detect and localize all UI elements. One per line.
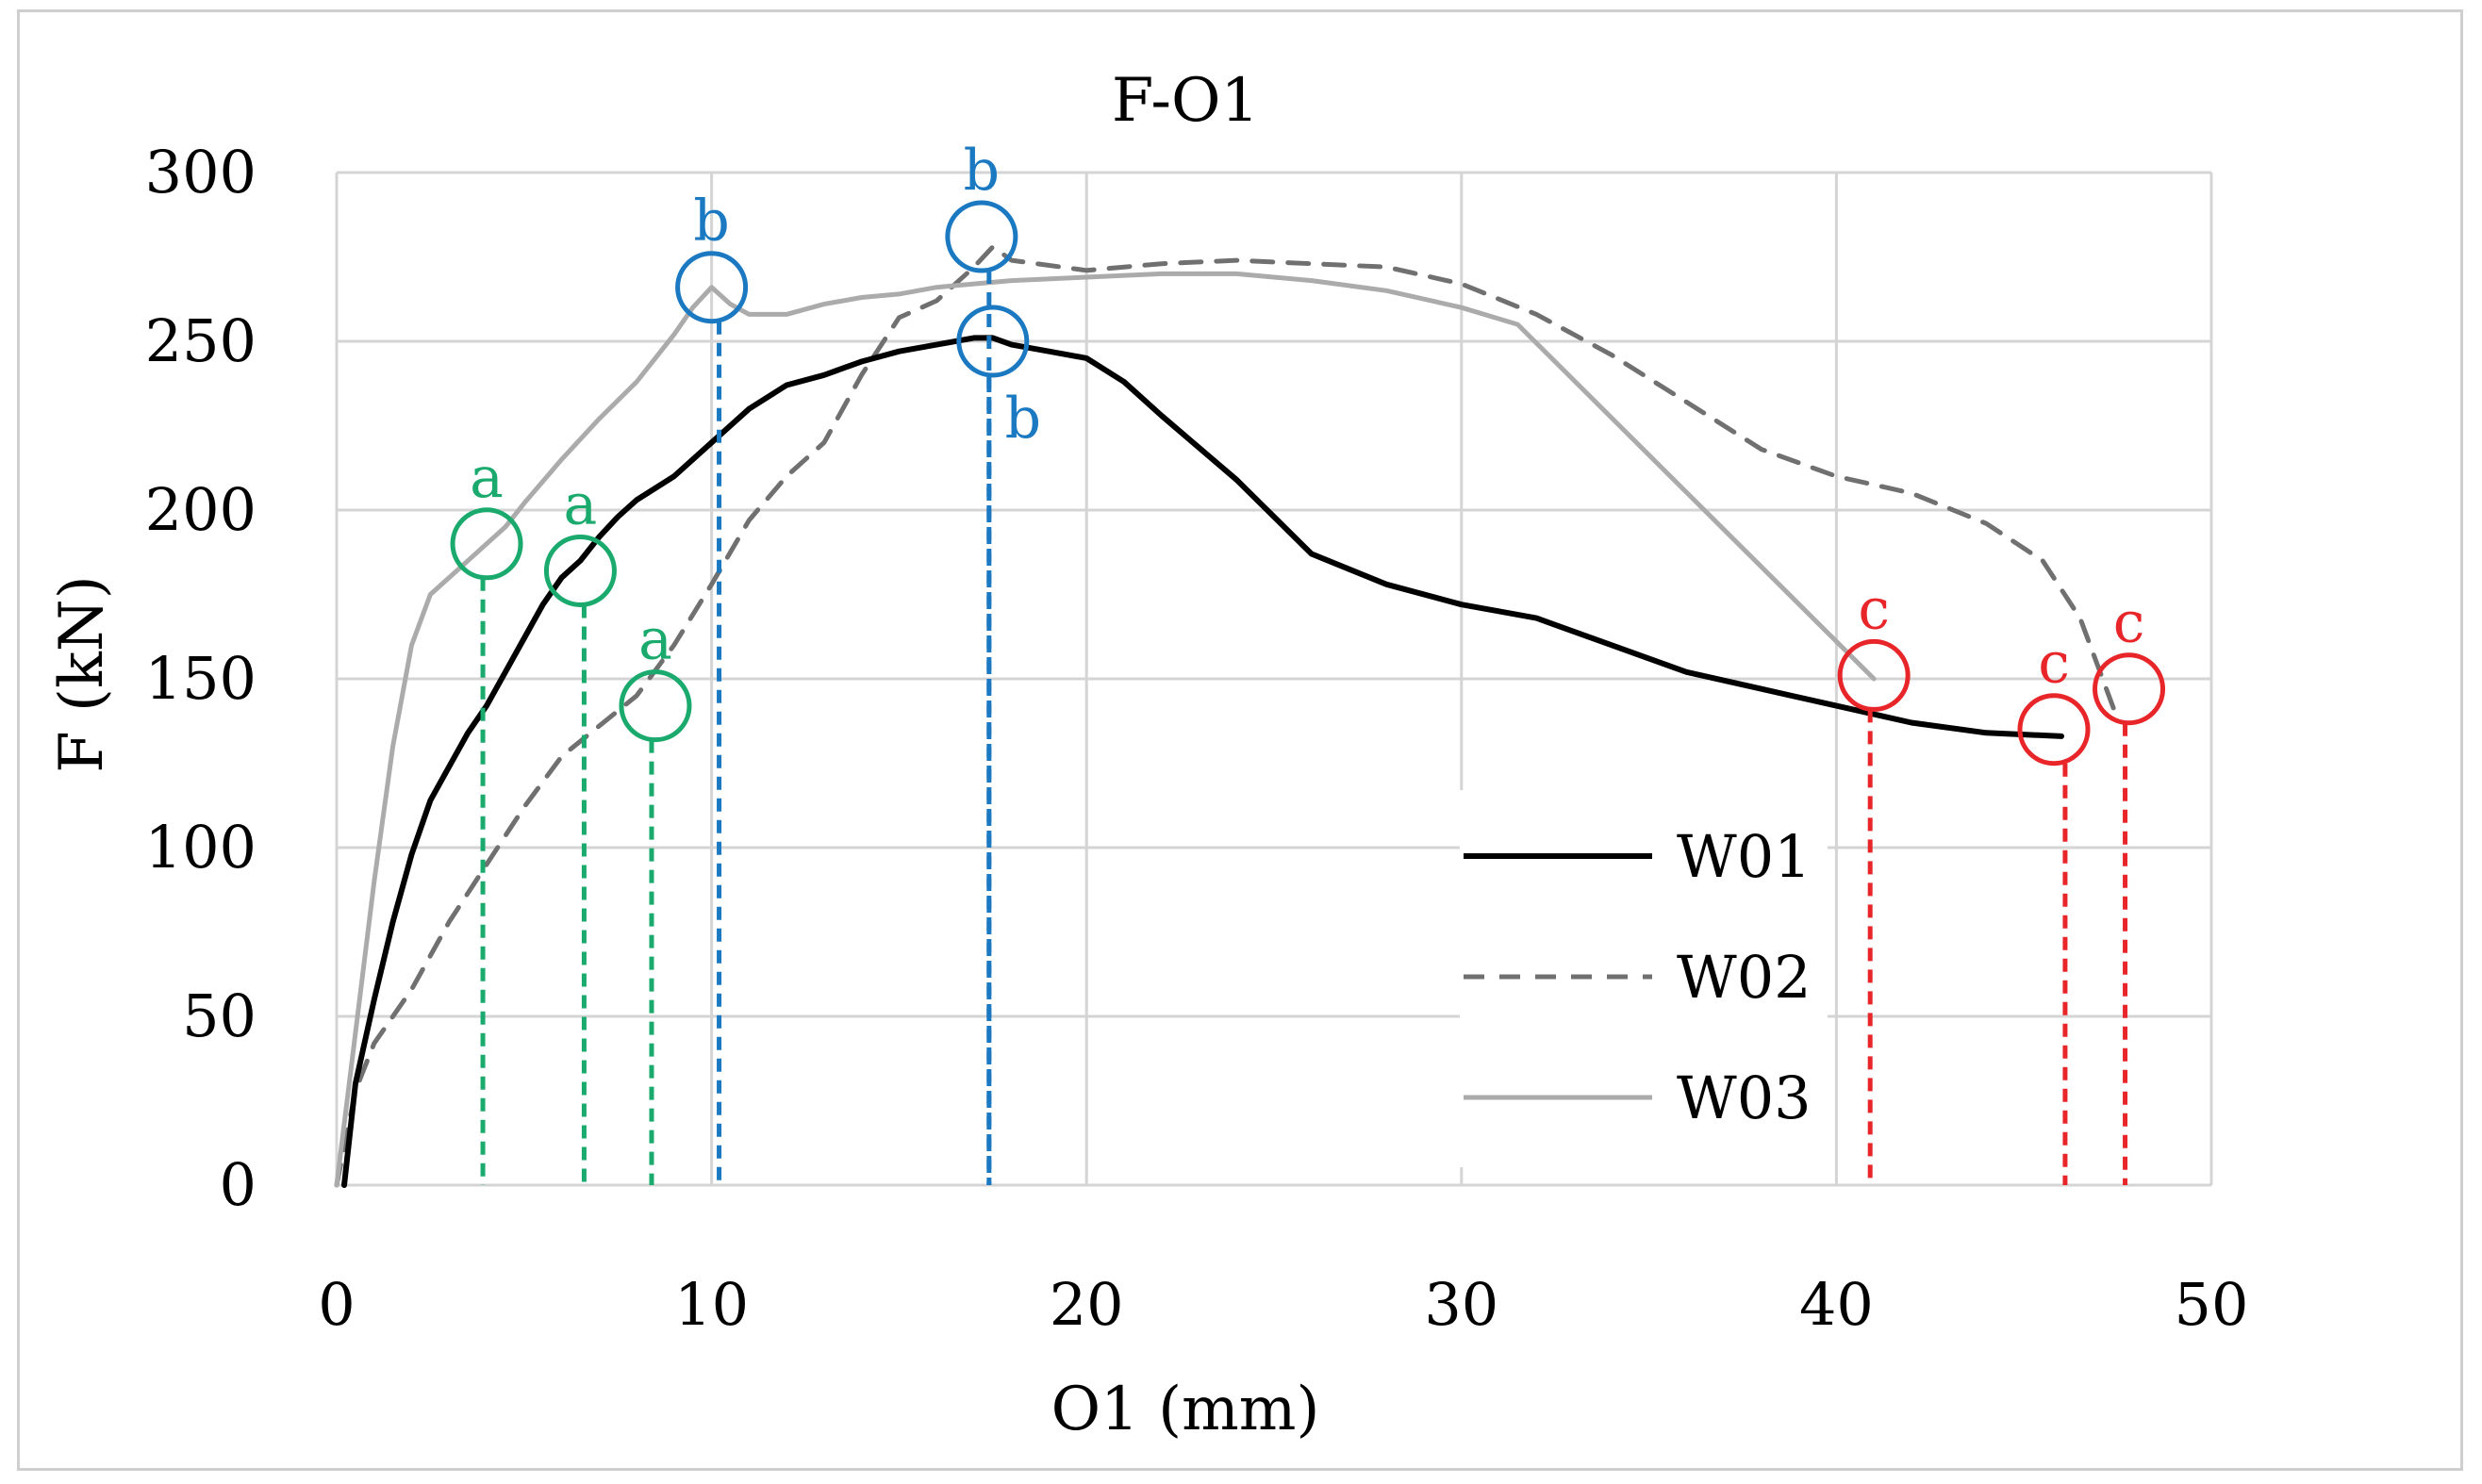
marker-label-a-1: a xyxy=(470,445,504,511)
marker-circle-a-1 xyxy=(450,507,523,581)
x-tick-label-30: 30 xyxy=(1424,1270,1498,1339)
marker-circle-a-3 xyxy=(619,669,692,743)
legend-label-w01: W01 xyxy=(1677,822,1812,891)
chart-frame xyxy=(17,9,2463,1471)
marker-label-a-3: a xyxy=(638,607,672,673)
marker-circle-a-2 xyxy=(543,534,617,607)
tick-labels: 0 50 100 150 200 250 300 0 10 20 30 40 50 xyxy=(145,138,2249,1339)
marker-label-c-9: c xyxy=(2113,590,2145,656)
x-tick-label-10: 10 xyxy=(674,1270,749,1339)
marker-circle-b-6 xyxy=(956,305,1030,378)
marker-circle-b-4 xyxy=(675,251,749,324)
y-tick-label-300: 300 xyxy=(145,138,256,206)
x-tick-label-20: 20 xyxy=(1050,1270,1124,1339)
legend: W01 W02 W03 xyxy=(1460,790,1828,1167)
y-tick-label-50: 50 xyxy=(182,981,256,1050)
marker-label-b-5: b xyxy=(964,138,1000,204)
marker-label-c-8: c xyxy=(2038,631,2070,697)
marker-circle-c-7 xyxy=(1837,638,1911,712)
marker-label-a-2: a xyxy=(564,471,598,537)
marker-label-b-4: b xyxy=(693,189,729,255)
x-tick-label-0: 0 xyxy=(318,1270,355,1339)
marker-circle-c-9 xyxy=(2093,652,2166,726)
series-layer xyxy=(334,244,2121,1188)
y-axis-label: F (kN) xyxy=(47,575,117,772)
y-tick-label-250: 250 xyxy=(145,306,256,375)
series-line-w02 xyxy=(334,244,2121,1188)
marker-label-b-6: b xyxy=(1005,386,1041,452)
series-line-w03 xyxy=(334,271,1877,1188)
marker-circle-b-5 xyxy=(945,200,1018,273)
x-tick-label-50: 50 xyxy=(2175,1270,2249,1339)
y-tick-label-0: 0 xyxy=(220,1150,256,1219)
y-tick-label-200: 200 xyxy=(145,475,256,544)
legend-label-w03: W03 xyxy=(1677,1064,1812,1132)
chart-title: F-O1 xyxy=(1112,66,1259,136)
series-line-w01 xyxy=(341,335,2064,1188)
legend-label-w02: W02 xyxy=(1677,943,1812,1012)
y-tick-label-150: 150 xyxy=(145,644,256,713)
marker-circle-c-8 xyxy=(2017,693,2091,767)
x-tick-label-40: 40 xyxy=(1799,1270,1874,1339)
grid xyxy=(335,171,2213,1187)
x-axis-label: O1 (mm) xyxy=(1051,1375,1320,1444)
marker-label-c-7: c xyxy=(1858,576,1890,642)
y-tick-label-100: 100 xyxy=(145,813,256,882)
